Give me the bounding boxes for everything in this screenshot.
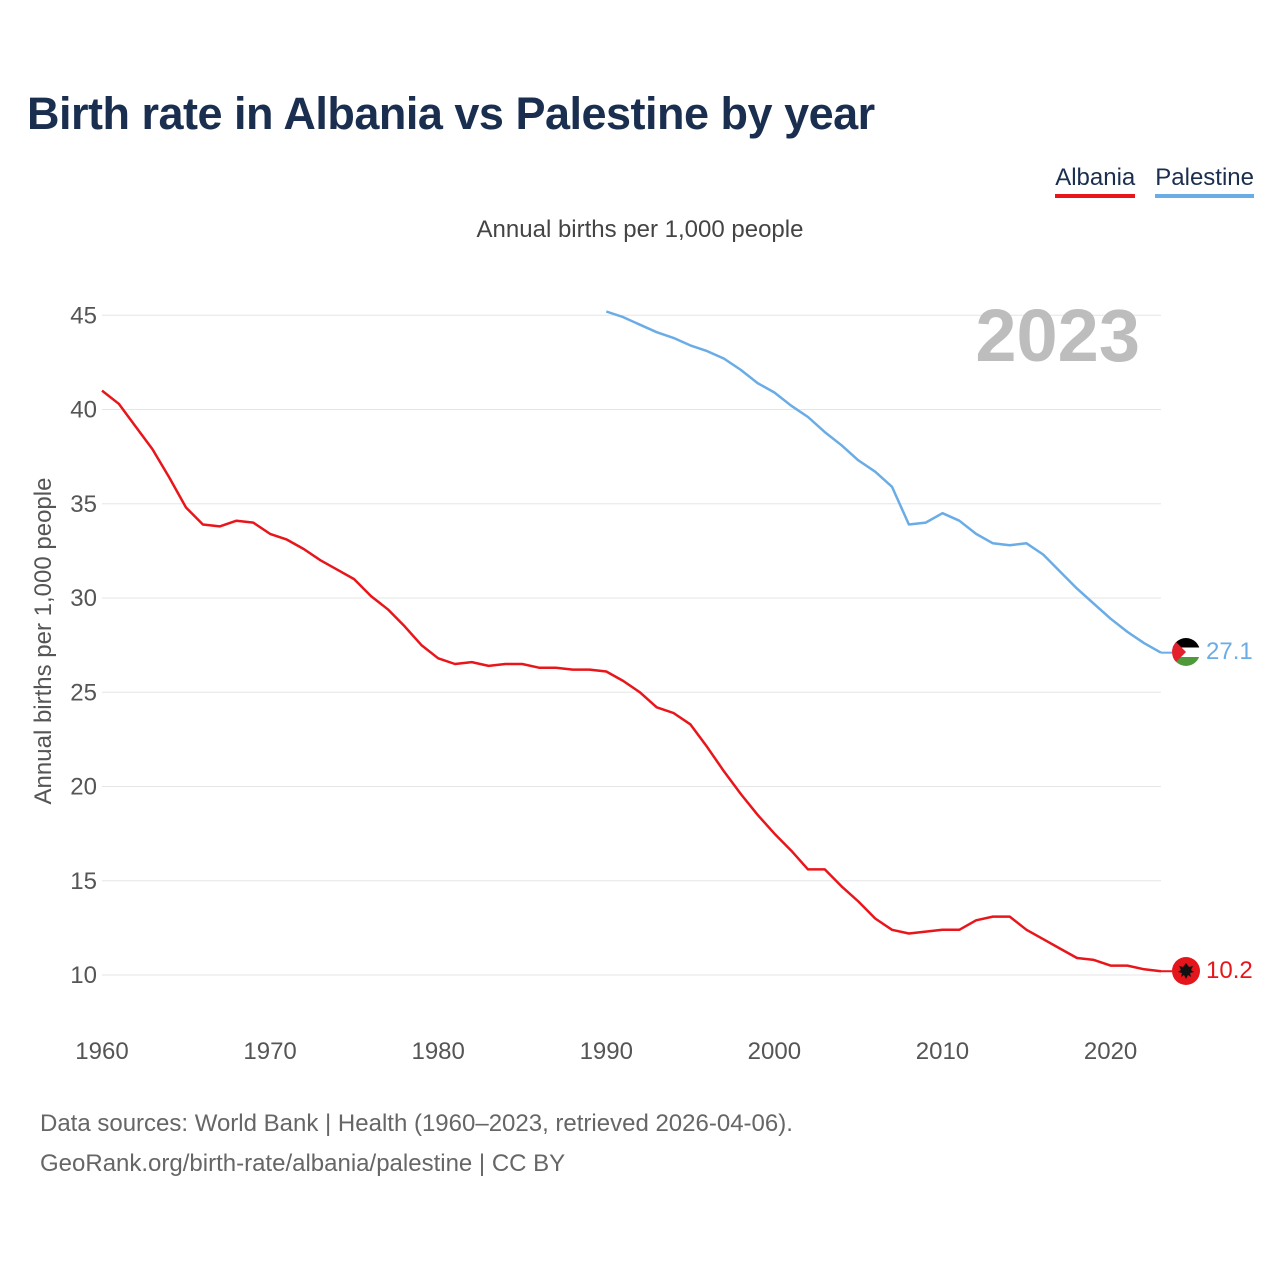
y-tick-label: 20 — [70, 774, 97, 801]
x-tick-label: 1980 — [411, 1038, 464, 1065]
series-line-albania[interactable] — [101, 389, 1162, 973]
y-tick-label: 35 — [70, 491, 97, 518]
y-tick-label: 15 — [70, 868, 97, 895]
x-tick-label: 2010 — [916, 1038, 969, 1065]
legend-item-palestine[interactable]: Palestine — [1155, 164, 1254, 198]
footer-link[interactable]: GeoRank.org/birth-rate/albania/palestine… — [40, 1150, 566, 1177]
x-tick-label: 2020 — [1084, 1038, 1137, 1065]
footer: Data sources: World Bank | Health (1960–… — [40, 1104, 793, 1184]
y-tick-label: 45 — [70, 302, 97, 329]
y-tick-label: 25 — [70, 679, 97, 706]
legend: Albania Palestine — [1055, 164, 1254, 198]
year-watermark: 2023 — [975, 294, 1140, 377]
palestine-flag-icon — [1172, 638, 1200, 666]
y-axis-title: Annual births per 1,000 people — [30, 478, 57, 805]
legend-item-albania[interactable]: Albania — [1055, 164, 1136, 198]
end-label-palestine: 27.1 — [1206, 638, 1253, 665]
chart-title: Birth rate in Albania vs Palestine by ye… — [27, 88, 875, 139]
x-tick-label: 1970 — [243, 1038, 296, 1065]
y-tick-label: 30 — [70, 585, 97, 612]
y-tick-label: 10 — [70, 962, 97, 989]
chart-subtitle: Annual births per 1,000 people — [476, 216, 804, 243]
x-tick-label: 2000 — [748, 1038, 801, 1065]
y-tick-label: 40 — [70, 397, 97, 424]
footer-source: Data sources: World Bank | Health (1960–… — [40, 1110, 793, 1137]
x-tick-label: 1990 — [580, 1038, 633, 1065]
end-label-albania: 10.2 — [1206, 957, 1253, 984]
series-line-palestine[interactable] — [605, 310, 1162, 654]
albania-flag-icon — [1172, 957, 1200, 985]
line-chart: 10 15 20 25 30 35 40 45 1960 1970 1980 1990 2000 2010… — [30, 294, 1253, 1065]
x-tick-label: 1960 — [75, 1038, 128, 1065]
